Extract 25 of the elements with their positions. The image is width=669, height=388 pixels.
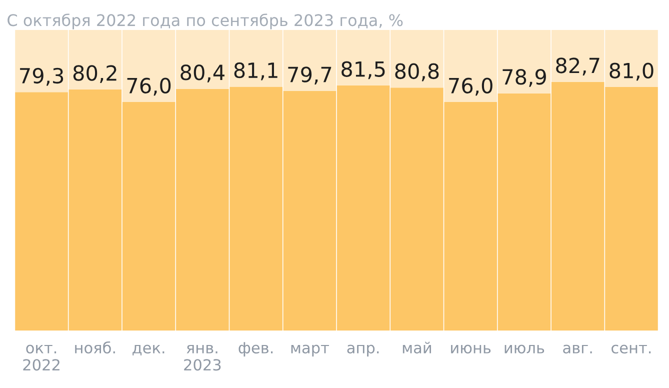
data-label: 82,7 [556, 58, 600, 76]
x-tick-label: дек. [132, 344, 164, 356]
x-tick-label: март [291, 344, 329, 356]
data-label: 78,9 [502, 69, 546, 87]
data-label: 80,4 [180, 64, 224, 82]
x-tick-label: окт. 2022 [23, 344, 60, 371]
data-label: 76,0 [449, 78, 492, 96]
x-tick-label: янв. 2023 [184, 344, 221, 371]
data-label: 81,0 [610, 62, 654, 81]
x-tick-label: фев. [238, 342, 273, 356]
x-tick-label: июль [504, 344, 544, 354]
data-label: 80,8 [395, 63, 439, 82]
data-label: 81,1 [234, 62, 278, 80]
x-tick-label: авг. [563, 344, 592, 354]
data-label: 81,5 [342, 61, 385, 80]
x-tick-label: апр. [347, 344, 379, 356]
data-label: 76,0 [127, 78, 171, 96]
x-tick-label: июнь [451, 344, 491, 354]
data-label: 79,3 [20, 68, 64, 86]
data-label: 80,2 [73, 65, 116, 83]
data-label: 79,7 [288, 66, 332, 84]
x-tick-label: май [402, 342, 431, 354]
chart-title: С октября 2022 года по сентябрь 2023 года, % [8, 14, 403, 30]
x-tick-label: нояб. [75, 341, 115, 354]
x-tick-label: сент. [612, 344, 651, 354]
